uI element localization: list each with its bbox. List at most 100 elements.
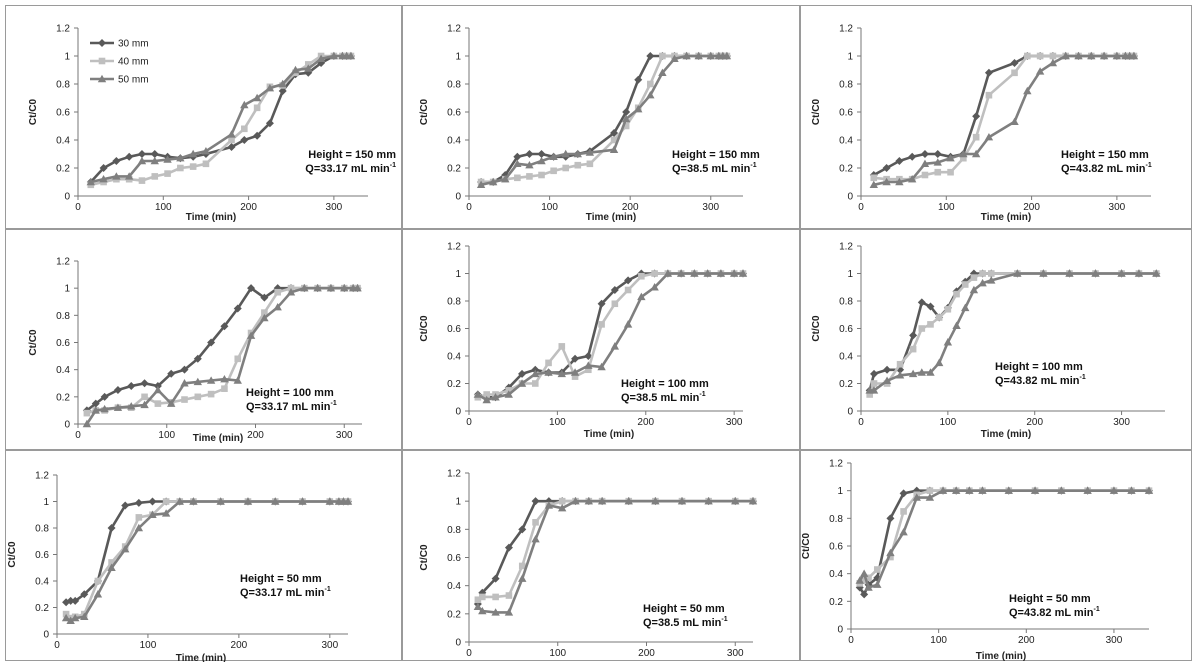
data-point	[987, 270, 995, 277]
x-tick-label: 100	[140, 640, 157, 651]
y-tick-label: 0.4	[447, 581, 461, 592]
data-point	[261, 309, 268, 316]
annotation-flow-rate: Q=33.17 mL min-1	[240, 586, 331, 599]
data-point	[141, 393, 148, 401]
y-tick-label: 0.6	[447, 553, 461, 564]
data-point	[677, 496, 687, 505]
chart-panel-height-100-q-43.82: 0 0.2 0.4 0.6 0.8 1 1.2 0 100 200 300 Ct/C0 Time (mi…	[800, 229, 1192, 450]
data-point	[562, 164, 570, 172]
data-point	[570, 368, 580, 376]
data-point	[531, 369, 540, 378]
data-point	[886, 548, 895, 557]
y-tick-label: 0.2	[839, 379, 853, 390]
data-point	[738, 269, 748, 277]
data-point	[100, 404, 109, 413]
data-point	[622, 122, 630, 130]
data-point	[873, 580, 882, 588]
chart-panel-height-50-q-38.5: 0 0.2 0.4 0.6 0.8 1 1.2 0 100 200 300 Ct/C0 Height =…	[402, 450, 800, 661]
data-point	[558, 497, 566, 505]
data-point	[574, 161, 582, 169]
data-point	[544, 368, 553, 376]
data-point	[154, 400, 162, 407]
chart-panel-height-150-q-33.17: 0 0.2 0.4 0.6 0.8 1 1.2 0 100 200 300 Ct/C0 Time (mi…	[5, 5, 402, 229]
y-tick-label: 0	[847, 407, 853, 418]
data-point	[571, 373, 579, 380]
data-point	[585, 366, 592, 374]
data-point	[313, 283, 322, 292]
data-point	[860, 577, 868, 584]
y-tick-label: 1	[64, 284, 70, 295]
data-point	[253, 131, 262, 140]
chart-panel-height-50-q-33.17: 0 0.2 0.4 0.6 0.8 1 1.2 0 100 200 300 Ct/C0 Time (mi…	[5, 450, 402, 662]
data-point	[1004, 486, 1013, 494]
x-tick-label: 200	[1023, 202, 1040, 213]
legend-marker	[98, 57, 106, 65]
data-point	[944, 305, 952, 313]
y-tick-label: 0.8	[56, 80, 70, 91]
data-point	[1129, 51, 1139, 60]
data-point	[1117, 269, 1126, 277]
annotation-height: Height = 50 mm	[240, 573, 322, 585]
data-point	[882, 164, 891, 172]
data-point	[959, 149, 968, 158]
x-tick-label: 0	[75, 430, 81, 441]
chart-panel-height-150-q-38.5: 0 0.2 0.4 0.6 0.8 1 1.2 0 100 200 300 Ct/C0 Time (mi…	[402, 5, 800, 229]
data-point	[611, 300, 619, 308]
x-tick-label: 100	[938, 202, 955, 213]
data-point	[729, 269, 739, 277]
data-point	[153, 385, 163, 394]
y-tick-label: 1.2	[56, 257, 70, 268]
data-point	[597, 299, 606, 308]
data-point	[943, 338, 953, 346]
data-point	[933, 150, 942, 158]
x-tick-label: 200	[1026, 417, 1043, 428]
data-point	[99, 164, 108, 172]
x-axis-label: Time (min)	[584, 429, 634, 440]
y-axis-label: Ct/C0	[801, 533, 812, 560]
data-point	[505, 592, 513, 599]
data-point	[151, 173, 159, 180]
y-tick-label: 0.8	[447, 525, 461, 536]
annotation-height: Height = 100 mm	[246, 387, 334, 399]
data-point	[121, 501, 130, 510]
y-tick-label: 0.2	[56, 392, 70, 403]
x-tick-label: 200	[240, 202, 257, 213]
data-point	[886, 514, 895, 523]
data-point	[860, 590, 869, 599]
data-point	[571, 496, 580, 505]
series-3	[476, 51, 732, 188]
data-point	[298, 497, 307, 505]
data-point	[167, 369, 176, 378]
y-tick-label: 0.6	[839, 324, 853, 335]
data-point	[882, 177, 891, 186]
data-point	[491, 608, 500, 616]
y-tick-label: 0.4	[35, 577, 49, 588]
data-point	[637, 292, 646, 301]
data-point	[1039, 269, 1048, 277]
data-point	[514, 174, 521, 182]
data-point	[127, 381, 136, 390]
data-point	[193, 377, 203, 386]
data-point	[491, 574, 500, 583]
data-point	[1036, 52, 1044, 60]
y-tick-label: 1	[455, 269, 461, 280]
annotation-height: Height = 100 mm	[995, 361, 1083, 373]
data-point	[573, 149, 582, 158]
data-point	[908, 152, 917, 161]
data-point	[220, 322, 229, 331]
data-point	[240, 136, 249, 144]
series-3	[473, 496, 758, 616]
data-point	[107, 524, 116, 532]
data-point	[972, 133, 980, 141]
series-3	[869, 51, 1139, 188]
data-point	[624, 276, 633, 285]
data-point	[638, 272, 645, 280]
series-2	[474, 497, 757, 604]
data-point	[927, 321, 934, 328]
data-point	[690, 269, 699, 277]
data-point	[216, 497, 225, 505]
data-point	[265, 119, 274, 128]
data-point	[504, 390, 513, 398]
data-point	[869, 386, 879, 394]
chart-svg: 0 0.2 0.4 0.6 0.8 1 1.2 0 100 200 300 Ct/C0 Height =…	[419, 469, 758, 659]
